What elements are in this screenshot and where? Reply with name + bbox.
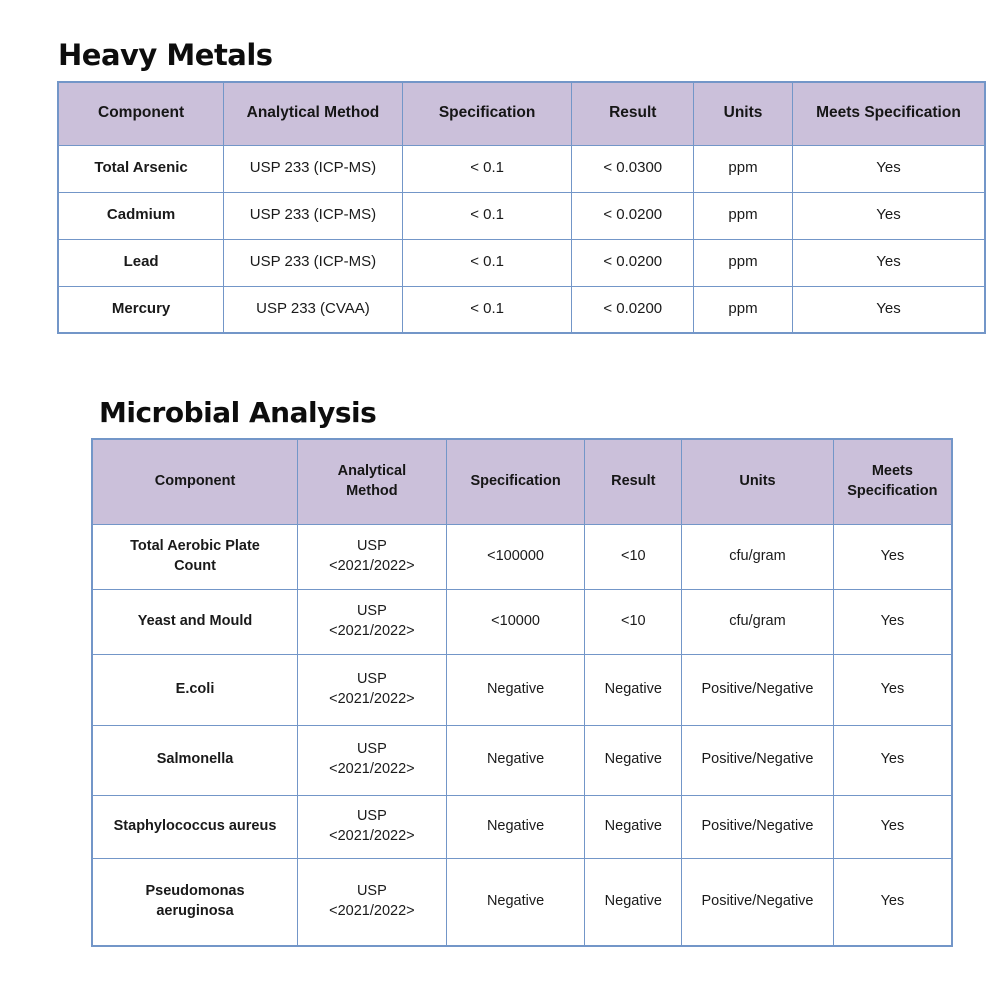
cell-specification: < 0.1 (401, 285, 573, 334)
col-header-meets-specification: Meets Specification (832, 438, 953, 525)
col-header-units: Units (693, 81, 793, 146)
cell-component: E.coli (91, 653, 299, 726)
cell-units: Positive/Negative (681, 857, 834, 947)
cell-component: Yeast and Mould (91, 588, 299, 655)
table-row: Mercury USP 233 (CVAA) < 0.1 < 0.0200 ppm Yes (57, 285, 986, 334)
cell-component: Mercury (57, 285, 225, 334)
cell-specification: Negative (445, 724, 586, 796)
col-header-specification: Specification (445, 438, 586, 525)
cell-analytical-method: USP 233 (ICP-MS) (223, 238, 403, 287)
cell-analytical-method: USP <2021/2022> (297, 724, 447, 796)
microbial-analysis-title: Microbial Analysis (99, 396, 377, 429)
table-row: Salmonella USP <2021/2022> Negative Negativ… (91, 724, 953, 796)
cell-analytical-method: USP <2021/2022> (297, 588, 447, 655)
cell-component: Cadmium (57, 191, 225, 240)
cell-meets-specification: Yes (832, 588, 953, 655)
cell-component: Lead (57, 238, 225, 287)
cell-specification: Negative (445, 794, 586, 859)
cell-component: Staphylococcus aureus (91, 794, 299, 859)
cell-specification: Negative (445, 857, 586, 947)
heavy-metals-section: Heavy Metals Component Analytical Method S… (57, 38, 986, 334)
cell-units: Positive/Negative (681, 653, 834, 726)
col-header-result: Result (584, 438, 683, 525)
header-row: Component Analytical Method Specification R… (57, 81, 986, 146)
table-row: Total Aerobic Plate Count USP <2021/2022>… (91, 523, 953, 590)
cell-units: ppm (693, 285, 793, 334)
cell-meets-specification: Yes (832, 857, 953, 947)
table-row: Total Arsenic USP 233 (ICP-MS) < 0.1 < 0.03… (57, 144, 986, 193)
cell-meets-specification: Yes (832, 724, 953, 796)
cell-analytical-method: USP 233 (CVAA) (223, 285, 403, 334)
cell-units: Positive/Negative (681, 724, 834, 796)
cell-specification: <100000 (445, 523, 586, 590)
cell-analytical-method: USP <2021/2022> (297, 794, 447, 859)
cell-meets-specification: Yes (832, 523, 953, 590)
table-row: Yeast and Mould USP <2021/2022> <10000 <10 c… (91, 588, 953, 655)
cell-analytical-method: USP <2021/2022> (297, 857, 447, 947)
cell-specification: <10000 (445, 588, 586, 655)
table-row: Lead USP 233 (ICP-MS) < 0.1 < 0.0200 ppm Yes (57, 238, 986, 287)
cell-result: < 0.0200 (571, 191, 695, 240)
cell-units: ppm (693, 191, 793, 240)
cell-analytical-method: USP <2021/2022> (297, 653, 447, 726)
cell-component: Pseudomonas aeruginosa (91, 857, 299, 947)
cell-meets-specification: Yes (832, 653, 953, 726)
cell-analytical-method: USP 233 (ICP-MS) (223, 191, 403, 240)
col-header-meets-specification: Meets Specification (791, 81, 986, 146)
heavy-metals-title: Heavy Metals (58, 38, 273, 72)
cell-specification: Negative (445, 653, 586, 726)
cell-specification: < 0.1 (401, 144, 573, 193)
cell-meets-specification: Yes (832, 794, 953, 859)
col-header-component: Component (91, 438, 299, 525)
cell-result: <10 (584, 588, 683, 655)
cell-result: Negative (584, 724, 683, 796)
cell-result: < 0.0300 (571, 144, 695, 193)
cell-analytical-method: USP <2021/2022> (297, 523, 447, 590)
cell-specification: < 0.1 (401, 238, 573, 287)
cell-component: Salmonella (91, 724, 299, 796)
col-header-units: Units (681, 438, 834, 525)
cell-component: Total Arsenic (57, 144, 225, 193)
table-row: Pseudomonas aeruginosa USP <2021/2022> Neg… (91, 857, 953, 947)
cell-result: Negative (584, 857, 683, 947)
cell-result: Negative (584, 794, 683, 859)
col-header-result: Result (571, 81, 695, 146)
cell-units: cfu/gram (681, 523, 834, 590)
cell-meets-specification: Yes (791, 191, 986, 240)
cell-meets-specification: Yes (791, 144, 986, 193)
cell-units: cfu/gram (681, 588, 834, 655)
cell-units: Positive/Negative (681, 794, 834, 859)
cell-result: < 0.0200 (571, 285, 695, 334)
col-header-analytical-method: Analytical Method (223, 81, 403, 146)
cell-result: <10 (584, 523, 683, 590)
col-header-analytical-method: Analytical Method (297, 438, 447, 525)
cell-meets-specification: Yes (791, 285, 986, 334)
col-header-specification: Specification (401, 81, 573, 146)
cell-result: Negative (584, 653, 683, 726)
heavy-metals-table: Component Analytical Method Specification R… (57, 81, 986, 334)
table-row: Staphylococcus aureus USP <2021/2022> Nega… (91, 794, 953, 859)
cell-meets-specification: Yes (791, 238, 986, 287)
cell-component: Total Aerobic Plate Count (91, 523, 299, 590)
header-row: Component Analytical Method Specification R… (91, 438, 953, 525)
microbial-analysis-table: Component Analytical Method Specification R… (91, 438, 953, 947)
table-row: E.coli USP <2021/2022> Negative Negative Pos… (91, 653, 953, 726)
cell-analytical-method: USP 233 (ICP-MS) (223, 144, 403, 193)
cell-units: ppm (693, 144, 793, 193)
cell-units: ppm (693, 238, 793, 287)
cell-result: < 0.0200 (571, 238, 695, 287)
cell-specification: < 0.1 (401, 191, 573, 240)
microbial-analysis-section: Microbial Analysis Component Analytical M… (91, 396, 953, 947)
col-header-component: Component (57, 81, 225, 146)
table-row: Cadmium USP 233 (ICP-MS) < 0.1 < 0.0200 ppm Y… (57, 191, 986, 240)
